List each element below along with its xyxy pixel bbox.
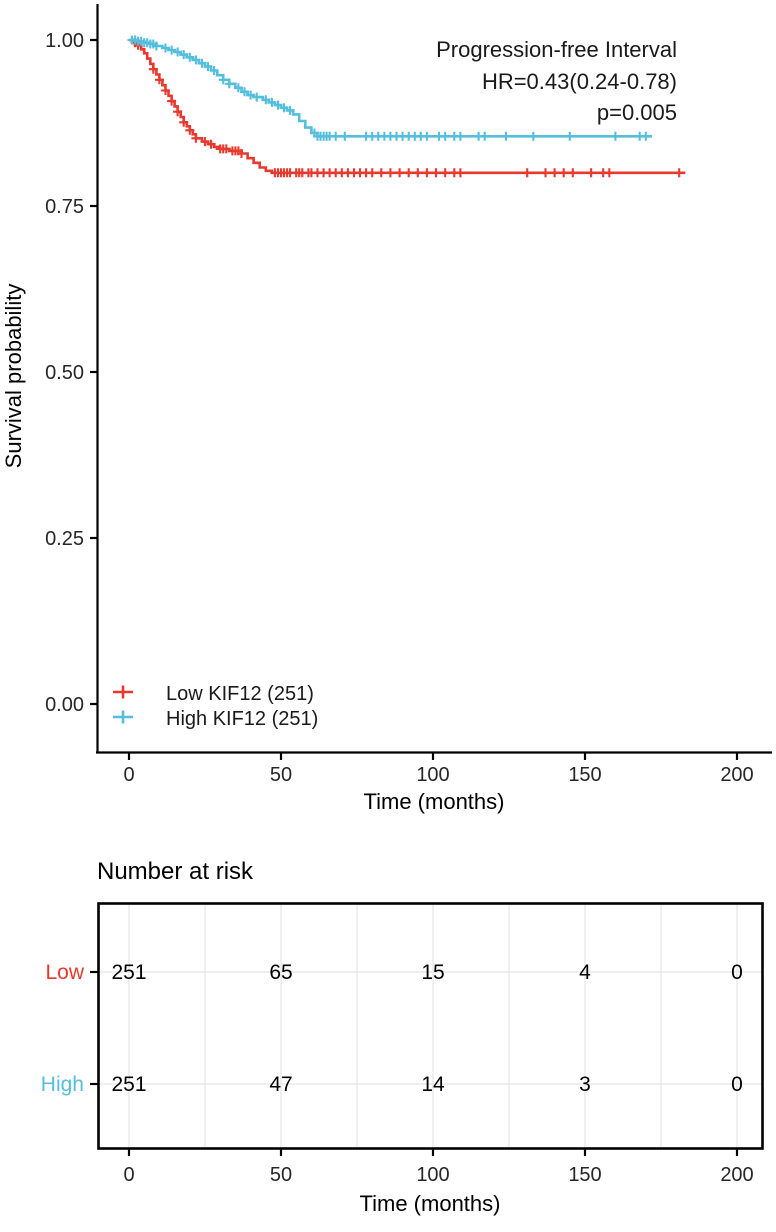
x-axis-tick-label: 100 <box>416 764 449 786</box>
risk-count-high-200: 0 <box>731 1073 743 1096</box>
risk-table-values: 0 50 100 150 200 251 65 15 4 0 251 47 14 3 0 <box>90 961 754 1186</box>
censor-marks-high <box>127 35 651 141</box>
risk-x-axis-tick-label: 150 <box>568 1164 601 1186</box>
legend-marker-low-icon <box>113 685 133 699</box>
risk-table-title: Number at risk <box>97 858 254 885</box>
x-axis-tick-label: 150 <box>568 764 601 786</box>
risk-count-low-100: 15 <box>421 961 444 984</box>
risk-count-low-0: 251 <box>111 961 146 984</box>
risk-x-axis-tick-label: 0 <box>123 1164 134 1186</box>
legend: Low KIF12 (251) High KIF12 (251) <box>113 683 318 730</box>
annotation-p-value: p=0.005 <box>597 100 677 125</box>
x-axis-tick-label: 0 <box>123 764 134 786</box>
risk-table-border <box>97 902 764 1150</box>
legend-marker-high-icon <box>113 710 133 724</box>
annotation-endpoint: Progression-free Interval <box>436 37 677 62</box>
risk-count-low-200: 0 <box>731 961 743 984</box>
y-axis-title: Survival probability <box>1 284 26 469</box>
risk-count-high-150: 3 <box>579 1073 591 1096</box>
legend-label-high: High KIF12 (251) <box>166 708 318 730</box>
risk-row-label-low: Low <box>45 961 84 984</box>
risk-count-low-50: 65 <box>269 961 292 984</box>
x-axis-tick-label: 50 <box>270 764 292 786</box>
survival-curves <box>127 35 686 178</box>
risk-x-axis-title: Time (months) <box>360 1191 501 1216</box>
y-axis-tick-label: 0.00 <box>45 694 84 716</box>
risk-x-axis-tick-label: 50 <box>270 1164 292 1186</box>
legend-label-low: Low KIF12 (251) <box>166 683 314 705</box>
risk-count-low-150: 4 <box>579 961 591 984</box>
main-plot-axes: 1.00 0.75 0.50 0.25 0.00 0 50 100 150 200 <box>45 30 754 786</box>
risk-table-gridlines <box>100 904 762 1148</box>
y-axis-tick-label: 0.50 <box>45 362 84 384</box>
risk-x-axis-tick-label: 100 <box>416 1164 449 1186</box>
risk-count-high-100: 14 <box>421 1073 445 1096</box>
annotation-hazard-ratio: HR=0.43(0.24-0.78) <box>482 69 677 94</box>
risk-row-label-high: High <box>41 1073 84 1096</box>
risk-x-axis-tick-label: 200 <box>720 1164 753 1186</box>
risk-count-high-0: 251 <box>111 1073 146 1096</box>
y-axis-tick-label: 0.75 <box>45 196 84 218</box>
risk-count-high-50: 47 <box>269 1073 292 1096</box>
y-axis-tick-label: 0.25 <box>45 528 84 550</box>
x-axis-title: Time (months) <box>364 789 505 814</box>
y-axis-tick-label: 1.00 <box>45 30 84 52</box>
x-axis-tick-label: 200 <box>720 764 753 786</box>
